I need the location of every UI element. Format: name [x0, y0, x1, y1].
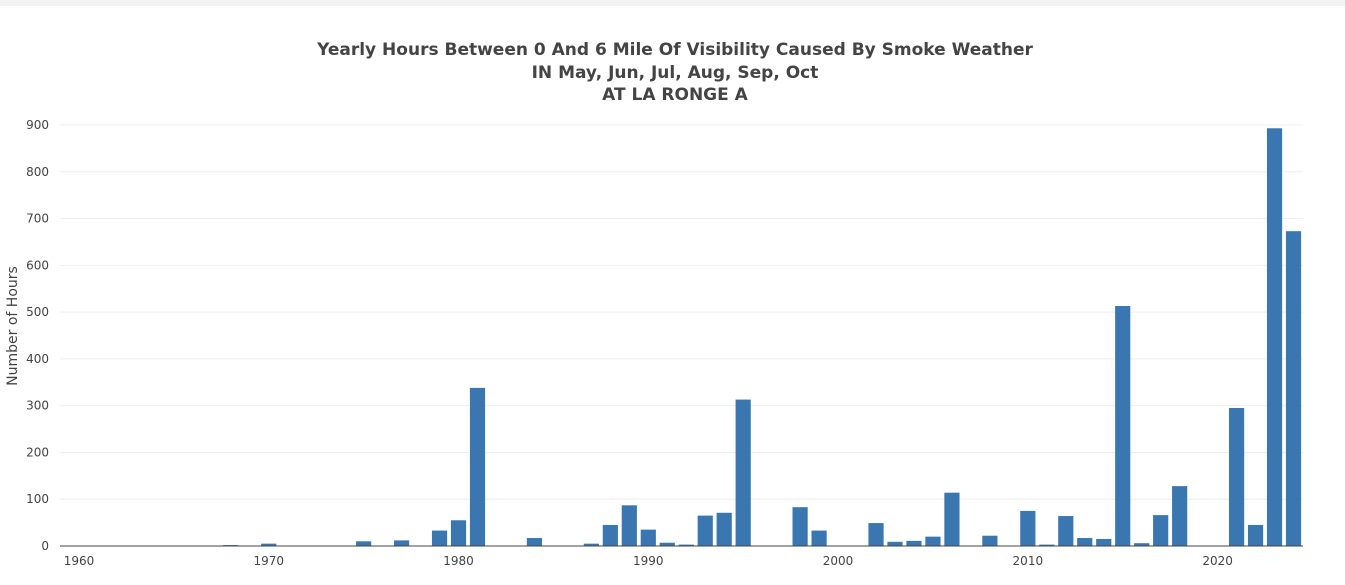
- y-tick-label: 600: [26, 258, 49, 272]
- bar[interactable]: [1134, 543, 1150, 546]
- x-tick-label: 1970: [253, 554, 284, 568]
- x-tick-label: 2010: [1013, 554, 1044, 568]
- bar[interactable]: [982, 535, 998, 546]
- x-tick-label: 1960: [64, 554, 95, 568]
- y-tick-label: 800: [26, 165, 49, 179]
- bar[interactable]: [261, 543, 277, 546]
- bar[interactable]: [887, 541, 903, 546]
- bar[interactable]: [868, 523, 884, 546]
- y-tick-label: 100: [26, 492, 49, 506]
- bar[interactable]: [469, 387, 486, 546]
- bar[interactable]: [735, 399, 751, 546]
- gridlines: [60, 124, 1303, 500]
- bar[interactable]: [1266, 128, 1283, 546]
- y-axis-ticks: 0 100 200 300 400 500 600 700 800 900: [26, 118, 49, 553]
- bar[interactable]: [640, 529, 656, 546]
- y-tick-label: 500: [26, 305, 49, 319]
- bar[interactable]: [1096, 538, 1112, 546]
- y-tick-label: 700: [26, 212, 49, 226]
- bar[interactable]: [1115, 306, 1131, 546]
- bars: [223, 128, 1302, 547]
- bar[interactable]: [1058, 516, 1074, 546]
- chart-title-line-2: IN May, Jun, Jul, Aug, Sep, Oct: [532, 63, 819, 83]
- bar[interactable]: [792, 507, 808, 546]
- bar[interactable]: [925, 536, 941, 546]
- bar[interactable]: [431, 530, 448, 546]
- bar[interactable]: [1172, 486, 1188, 546]
- bar[interactable]: [1020, 510, 1036, 546]
- y-tick-label: 900: [26, 118, 49, 132]
- bar[interactable]: [678, 544, 694, 546]
- x-tick-label: 2000: [823, 554, 854, 568]
- x-tick-label: 1980: [443, 554, 474, 568]
- x-axis-ticks: 1960 1970 1980 1990 2000 2010 2020: [64, 554, 1233, 568]
- bar[interactable]: [393, 540, 410, 546]
- bar[interactable]: [583, 543, 599, 546]
- bar[interactable]: [621, 505, 637, 546]
- bar[interactable]: [1039, 544, 1055, 546]
- bar[interactable]: [1247, 524, 1264, 546]
- bar[interactable]: [1153, 515, 1169, 546]
- x-tick-label: 1990: [633, 554, 664, 568]
- bar[interactable]: [450, 520, 467, 546]
- bar[interactable]: [811, 530, 827, 546]
- bar[interactable]: [602, 524, 618, 546]
- chart-title-line-3: AT LA RONGE A: [602, 85, 749, 105]
- y-tick-label: 400: [26, 352, 49, 366]
- y-tick-label: 200: [26, 445, 49, 459]
- y-tick-label: 300: [26, 399, 49, 413]
- bar[interactable]: [906, 540, 922, 546]
- bar[interactable]: [1228, 408, 1245, 546]
- top-strip: [0, 0, 1345, 6]
- y-tick-label: 0: [41, 539, 49, 553]
- bar[interactable]: [659, 542, 675, 546]
- y-axis-label: Number of Hours: [5, 266, 21, 386]
- bar[interactable]: [697, 515, 713, 546]
- bar[interactable]: [944, 492, 960, 546]
- bar[interactable]: [716, 512, 732, 546]
- x-tick-label: 2020: [1202, 554, 1233, 568]
- bar[interactable]: [1285, 231, 1302, 547]
- chart-title-line-1: Yearly Hours Between 0 And 6 Mile Of Vis…: [316, 40, 1033, 60]
- bar[interactable]: [526, 538, 543, 546]
- bar[interactable]: [1077, 538, 1093, 546]
- bar[interactable]: [356, 541, 372, 546]
